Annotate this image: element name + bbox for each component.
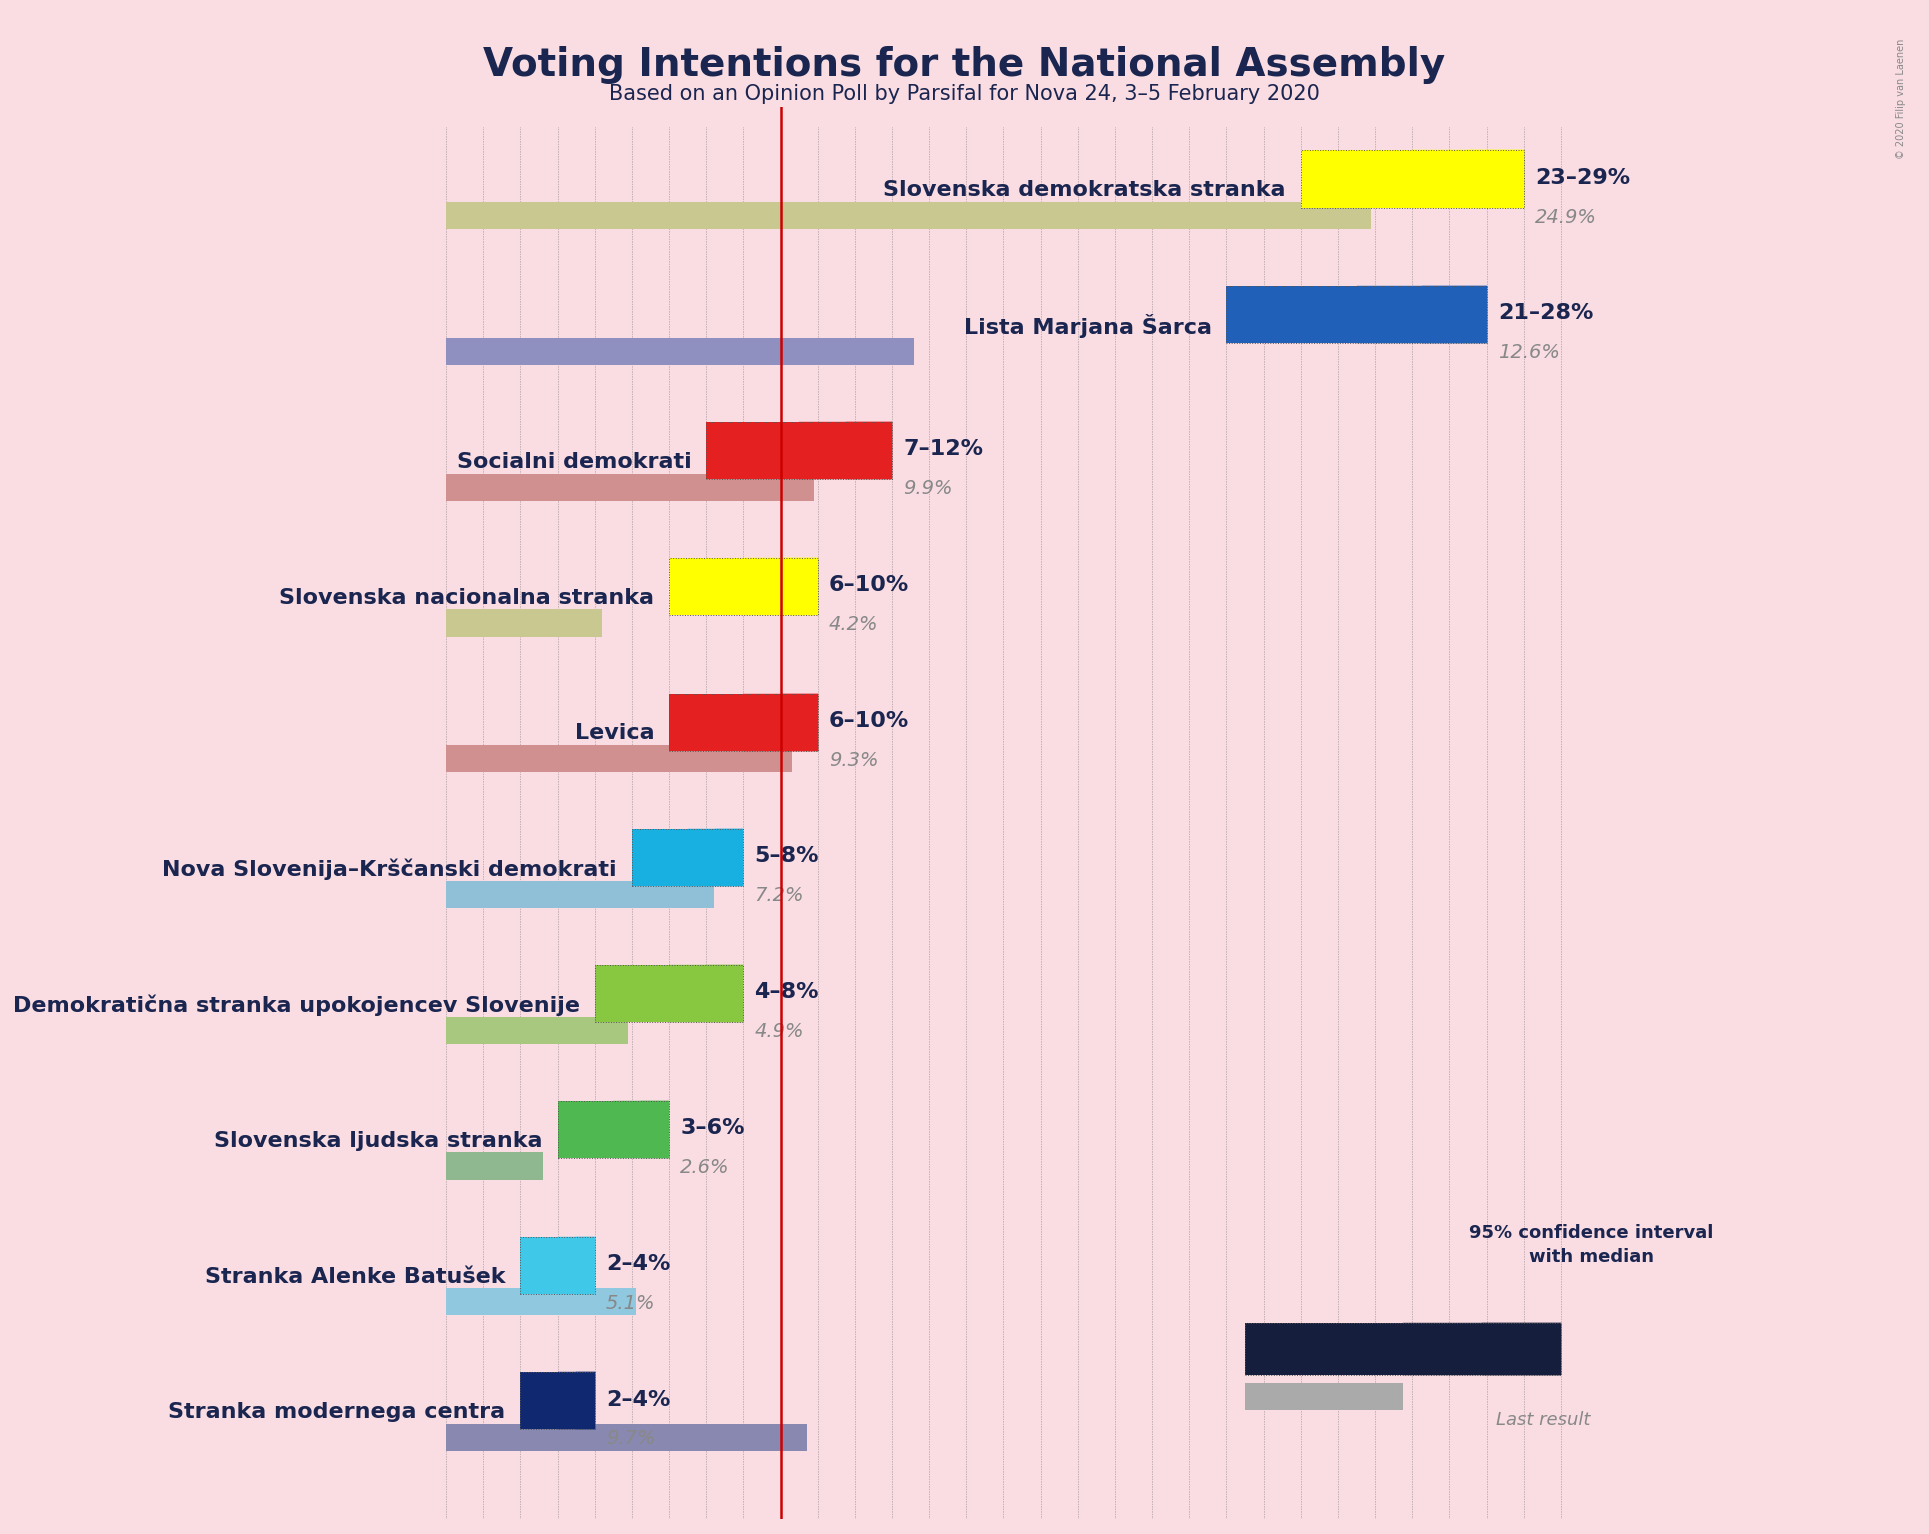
Text: 5.1%: 5.1% — [606, 1293, 656, 1313]
Bar — [446, 609, 602, 637]
Bar — [557, 1101, 669, 1158]
Text: Nova Slovenija–Krščanski demokrati: Nova Slovenija–Krščanski demokrati — [162, 859, 617, 881]
Text: 21–28%: 21–28% — [1497, 304, 1593, 324]
Bar — [1227, 287, 1487, 344]
Text: Based on an Opinion Poll by Parsifal for Nova 24, 3–5 February 2020: Based on an Opinion Poll by Parsifal for… — [610, 84, 1319, 104]
Bar — [521, 1236, 594, 1293]
Bar — [845, 422, 891, 479]
Text: 4.9%: 4.9% — [754, 1022, 804, 1042]
Bar — [687, 830, 743, 887]
Text: 2.6%: 2.6% — [681, 1158, 729, 1177]
Bar — [1468, 150, 1524, 207]
Bar — [557, 1373, 594, 1430]
Text: 7.2%: 7.2% — [754, 887, 804, 905]
Bar — [706, 422, 891, 479]
Text: Stranka Alenke Batušek: Stranka Alenke Batušek — [204, 1267, 505, 1287]
Text: 7–12%: 7–12% — [903, 439, 984, 459]
Text: 2–4%: 2–4% — [606, 1390, 669, 1410]
Bar — [640, 1101, 669, 1158]
Bar — [669, 558, 818, 615]
Bar — [446, 474, 814, 500]
Text: Voting Intentions for the National Assembly: Voting Intentions for the National Assem… — [484, 46, 1445, 84]
Text: 12.6%: 12.6% — [1497, 344, 1561, 362]
Bar — [706, 422, 891, 479]
Bar — [1300, 150, 1524, 207]
Bar — [446, 202, 1372, 229]
Bar — [594, 965, 743, 1022]
Bar — [1356, 287, 1487, 344]
Bar — [669, 693, 818, 750]
Text: © 2020 Filip van Laenen: © 2020 Filip van Laenen — [1896, 38, 1906, 158]
Bar — [446, 1424, 806, 1451]
Text: 4–8%: 4–8% — [754, 982, 820, 1002]
Bar — [1422, 287, 1487, 344]
Bar — [1300, 150, 1524, 207]
Text: 6–10%: 6–10% — [829, 575, 909, 595]
Bar — [669, 965, 743, 1022]
Bar — [781, 558, 818, 615]
Bar — [613, 1101, 669, 1158]
Bar — [716, 830, 743, 887]
Bar — [1412, 150, 1524, 207]
Bar — [521, 1373, 594, 1430]
Text: 5–8%: 5–8% — [754, 847, 820, 867]
Text: 9.3%: 9.3% — [829, 750, 878, 770]
Bar — [446, 881, 714, 908]
Bar — [521, 1373, 594, 1430]
Bar — [633, 830, 743, 887]
Text: Lista Marjana Šarca: Lista Marjana Šarca — [964, 314, 1211, 337]
Bar — [781, 693, 818, 750]
Text: 9.7%: 9.7% — [606, 1430, 656, 1448]
Text: 95% confidence interval
with median: 95% confidence interval with median — [1470, 1224, 1713, 1266]
Bar — [557, 1236, 594, 1293]
Bar — [446, 1152, 542, 1180]
Bar — [594, 965, 743, 1022]
Text: Last result: Last result — [1497, 1411, 1589, 1430]
Bar — [633, 830, 743, 887]
Text: 4.2%: 4.2% — [829, 615, 878, 634]
Bar — [577, 1373, 594, 1430]
Text: Demokratična stranka upokojencev Slovenije: Demokratična stranka upokojencev Sloveni… — [14, 994, 581, 1016]
Bar — [743, 693, 818, 750]
Text: Slovenska demokratska stranka: Slovenska demokratska stranka — [883, 181, 1287, 201]
Bar — [743, 558, 818, 615]
Bar — [1402, 1324, 1561, 1374]
Bar — [446, 337, 914, 365]
Text: Stranka modernega centra: Stranka modernega centra — [168, 1402, 505, 1422]
Bar — [706, 965, 743, 1022]
Text: 24.9%: 24.9% — [1535, 207, 1597, 227]
Bar — [669, 693, 818, 750]
Bar — [557, 1101, 669, 1158]
Bar — [669, 558, 818, 615]
Bar — [1481, 1324, 1561, 1374]
Text: 6–10%: 6–10% — [829, 710, 909, 730]
Text: Socialni demokrati: Socialni demokrati — [457, 453, 691, 472]
Text: 3–6%: 3–6% — [681, 1118, 745, 1138]
Text: 9.9%: 9.9% — [903, 479, 953, 499]
Bar — [577, 1236, 594, 1293]
Bar — [446, 746, 791, 772]
Bar — [446, 1289, 635, 1315]
Bar — [1244, 1384, 1402, 1410]
Bar — [799, 422, 891, 479]
Text: Slovenska nacionalna stranka: Slovenska nacionalna stranka — [280, 588, 654, 607]
Bar — [521, 1236, 594, 1293]
Bar — [1244, 1324, 1561, 1374]
Text: Slovenska ljudska stranka: Slovenska ljudska stranka — [214, 1131, 542, 1150]
Text: 23–29%: 23–29% — [1535, 167, 1630, 187]
Bar — [446, 1017, 629, 1043]
Bar — [1244, 1324, 1561, 1374]
Text: 2–4%: 2–4% — [606, 1253, 669, 1273]
Text: Levica: Levica — [575, 724, 654, 744]
Bar — [1227, 287, 1487, 344]
